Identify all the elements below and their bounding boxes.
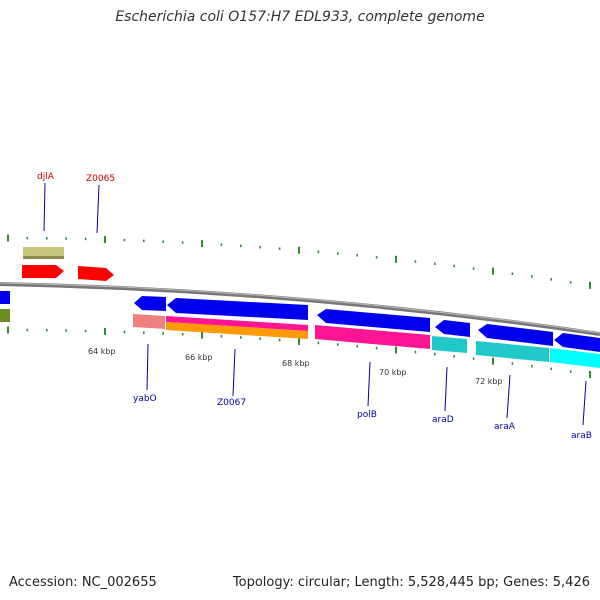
gene-label-djlA[interactable]: djlA	[37, 172, 55, 182]
gene-label-z0067[interactable]: Z0067	[217, 398, 246, 408]
tick-label-70kbp: 70 kbp	[379, 368, 407, 377]
z0065-pointer	[96, 184, 100, 234]
araB-gene-arrow	[554, 333, 600, 352]
z0067-band-pink	[166, 316, 308, 331]
tick-label-66kbp: 66 kbp	[185, 353, 213, 362]
genome-backbone-highlight	[0, 282, 600, 334]
outer-tick-ring	[7, 234, 591, 289]
polB-pointer	[367, 361, 371, 407]
genome-summary-text: Topology: circular; Length: 5,528,445 bp…	[232, 575, 590, 590]
gene-label-araD[interactable]: araD	[432, 415, 454, 425]
araA-band	[476, 341, 549, 362]
polB-band	[315, 325, 430, 349]
araD-band	[432, 336, 467, 353]
inner-tick-ring	[7, 326, 591, 378]
gene-label-z0065[interactable]: Z0065	[86, 174, 115, 184]
tick-label-64kbp: 64 kbp	[88, 347, 116, 356]
araA-pointer	[506, 374, 511, 419]
tick-label-68kbp: 68 kbp	[282, 359, 310, 368]
z0067-pointer	[232, 348, 236, 397]
z0065-gene-arrow	[78, 266, 114, 281]
gene-label-araA[interactable]: araA	[494, 422, 516, 432]
edge-olive-feature	[0, 309, 10, 322]
tick-label-72kbp: 72 kbp	[475, 377, 503, 386]
araA-gene-arrow	[478, 324, 553, 346]
map-title: Escherichia coli O157:H7 EDL933, complet…	[115, 9, 485, 25]
djlA-pointer	[43, 182, 46, 232]
edge-blue-feature	[0, 291, 10, 304]
gene-label-araB[interactable]: araB	[571, 431, 592, 441]
araB-pointer	[582, 380, 587, 426]
araB-band	[550, 348, 600, 368]
khaki-feature-shade	[23, 256, 64, 259]
accession-text: Accession: NC_002655	[9, 575, 157, 590]
yabO-band	[133, 314, 165, 329]
djlA-gene-arrow	[22, 265, 64, 278]
yabO-gene-arrow	[134, 296, 166, 311]
gene-label-yabO[interactable]: yabO	[133, 394, 157, 404]
gene-label-polB[interactable]: polB	[357, 410, 377, 420]
z0067-gene-arrow	[167, 298, 308, 320]
araD-gene-arrow	[435, 320, 470, 337]
polB-gene-arrow	[317, 309, 430, 332]
z0067-band-orange	[166, 322, 308, 339]
araD-pointer	[444, 366, 448, 412]
yabO-pointer	[146, 343, 149, 391]
genome-backbone	[0, 282, 600, 336]
